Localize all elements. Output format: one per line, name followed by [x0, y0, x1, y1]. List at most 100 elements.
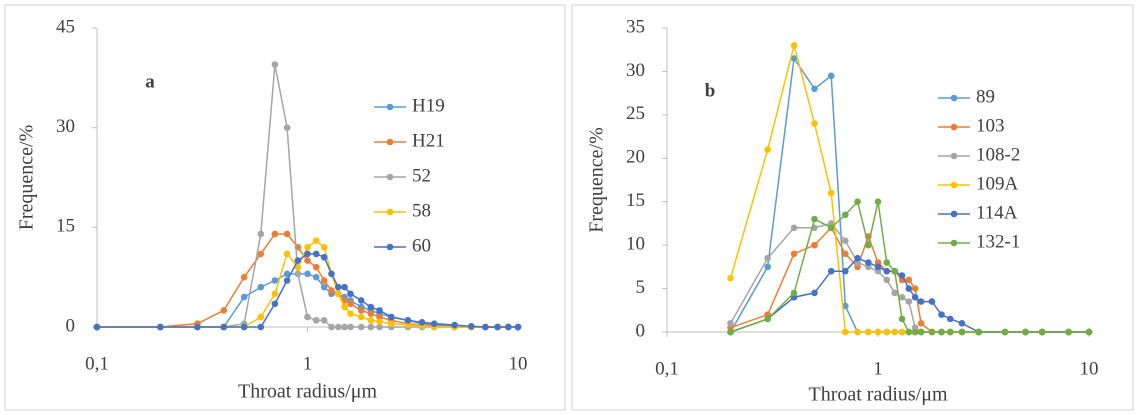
data-point [865, 241, 872, 249]
series-line [97, 64, 518, 328]
data-point [946, 315, 954, 323]
legend-label: 114A [976, 202, 1018, 223]
data-point [811, 85, 818, 93]
legend-marker [386, 173, 394, 181]
data-point [898, 293, 906, 301]
data-point [304, 257, 311, 264]
data-point [312, 263, 320, 271]
data-point [865, 328, 872, 336]
data-point [727, 328, 734, 336]
x-tick-label: 10 [1080, 358, 1099, 379]
y-tick-label: 30 [56, 116, 75, 137]
data-point [874, 328, 882, 336]
data-point [911, 293, 919, 301]
series-line [730, 257, 1089, 333]
data-point [975, 328, 982, 336]
data-point [928, 298, 936, 305]
data-point [854, 198, 861, 206]
panel-border [4, 4, 566, 411]
data-point [312, 250, 320, 258]
panel-label: a [145, 71, 155, 92]
data-point [404, 321, 412, 329]
legend-label: 52 [412, 165, 431, 186]
y-tick-label: 20 [626, 147, 645, 168]
legend-label: H21 [412, 130, 445, 151]
data-point [304, 313, 311, 321]
data-point [917, 328, 925, 336]
data-point [842, 211, 849, 219]
y-tick-label: 0 [66, 315, 76, 336]
legend-marker [950, 239, 958, 247]
data-point [271, 277, 279, 284]
data-point [854, 254, 861, 262]
data-point [905, 298, 913, 305]
legend-marker [386, 103, 394, 111]
data-point [304, 250, 311, 258]
data-point [334, 323, 342, 331]
data-point [240, 293, 248, 301]
data-point [727, 320, 734, 327]
data-point [917, 320, 925, 327]
data-point [347, 310, 354, 318]
data-point [827, 267, 835, 275]
data-point [312, 317, 320, 324]
data-point [911, 328, 919, 336]
data-point [891, 328, 899, 336]
data-point [404, 317, 412, 324]
y-tick-label: 45 [56, 16, 75, 37]
legend-marker [950, 152, 958, 160]
data-point [938, 328, 945, 336]
data-point [347, 323, 354, 331]
data-point [1038, 328, 1046, 336]
data-point [854, 328, 861, 336]
x-axis-title: Throat radius/μm [238, 381, 377, 403]
data-point [271, 61, 279, 68]
legend-marker [950, 94, 958, 102]
data-point [257, 283, 265, 291]
data-point [376, 318, 383, 325]
data-point [764, 263, 771, 271]
data-point [505, 323, 512, 331]
y-tick-label: 10 [626, 234, 645, 255]
legend-marker [386, 243, 394, 251]
data-point [376, 307, 383, 314]
data-point [341, 323, 348, 331]
y-tick-label: 15 [56, 216, 75, 237]
data-point [220, 307, 228, 314]
data-point [874, 263, 882, 271]
data-point [874, 198, 882, 206]
data-point [938, 311, 945, 318]
y-tick-label: 25 [626, 103, 645, 124]
data-point [727, 274, 734, 282]
x-tick-label: 10 [509, 353, 528, 374]
data-point [283, 277, 291, 284]
data-point [320, 277, 328, 284]
data-point [257, 250, 265, 258]
legend-label: 108-2 [976, 144, 1020, 165]
data-point [883, 276, 891, 284]
data-point [764, 315, 771, 323]
data-point [328, 270, 335, 278]
x-tick-label: 0,1 [85, 353, 109, 374]
data-point [283, 250, 291, 258]
data-point [911, 285, 919, 292]
data-point [357, 313, 365, 321]
data-point [451, 321, 458, 329]
data-point [827, 72, 835, 80]
data-point [898, 328, 906, 336]
data-point [283, 124, 291, 131]
data-point [357, 307, 365, 314]
y-tick-label: 0 [636, 320, 646, 341]
data-point [93, 323, 101, 331]
data-point [811, 215, 818, 223]
data-point [294, 270, 302, 278]
data-point [790, 42, 798, 49]
data-point [891, 289, 899, 297]
x-tick-label: 1 [873, 358, 883, 379]
data-point [905, 328, 913, 336]
data-point [842, 237, 849, 245]
legend-label: 109A [976, 173, 1019, 194]
y-tick-label: 35 [626, 16, 645, 37]
data-point [347, 300, 354, 308]
data-point [827, 189, 835, 197]
